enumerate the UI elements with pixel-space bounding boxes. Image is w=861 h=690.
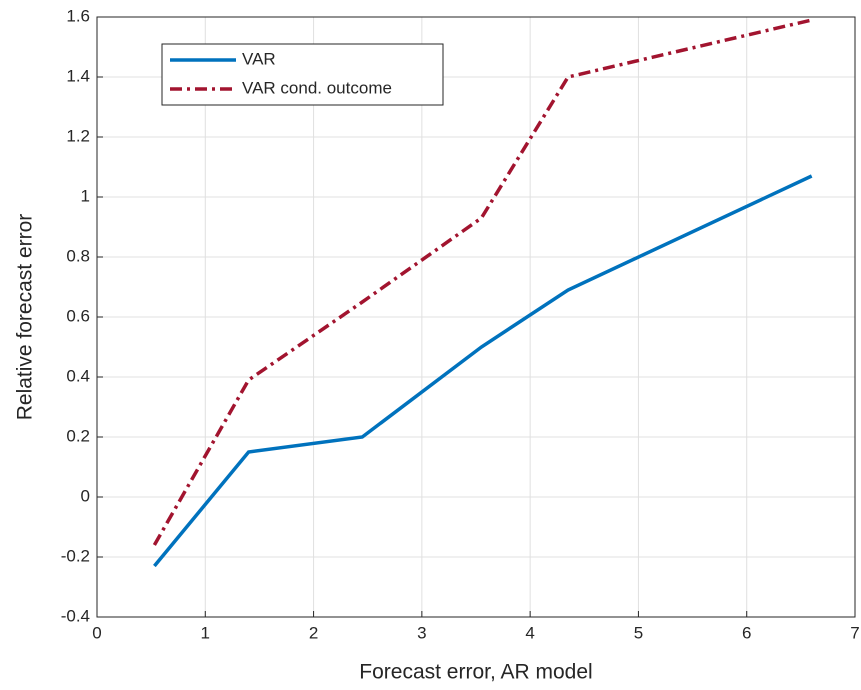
y-tick-label: 1.6 — [66, 6, 90, 25]
y-tick-label: 1.2 — [66, 126, 90, 145]
y-tick-label: 0.4 — [66, 366, 90, 385]
x-tick-label: 4 — [525, 623, 534, 642]
x-tick-label: 5 — [634, 623, 643, 642]
x-tick-label: 6 — [742, 623, 751, 642]
y-tick-label: -0.4 — [61, 606, 90, 625]
y-tick-label: 0.6 — [66, 306, 90, 325]
x-tick-label: 2 — [309, 623, 318, 642]
y-tick-label: 0 — [81, 486, 90, 505]
data-line — [152, 18, 813, 546]
legend-label: VAR cond. outcome — [242, 78, 392, 97]
y-axis-label: Relative forecast error — [14, 214, 37, 421]
y-tick-label: 1 — [81, 186, 90, 205]
y-tick-label: 1.4 — [66, 66, 90, 85]
x-tick-label: 7 — [850, 623, 859, 642]
x-axis-label: Forecast error, AR model — [359, 661, 592, 684]
plot-frame — [96, 16, 856, 618]
x-tick-label: 3 — [417, 623, 426, 642]
y-tick-label: 0.2 — [66, 426, 90, 445]
legend-label: VAR — [242, 49, 276, 68]
y-tick-label: -0.2 — [61, 546, 90, 565]
x-tick-label: 0 — [92, 623, 101, 642]
data-line — [153, 174, 813, 568]
y-tick-label: 0.8 — [66, 246, 90, 265]
x-tick-label: 1 — [201, 623, 210, 642]
legend-box — [161, 43, 444, 106]
